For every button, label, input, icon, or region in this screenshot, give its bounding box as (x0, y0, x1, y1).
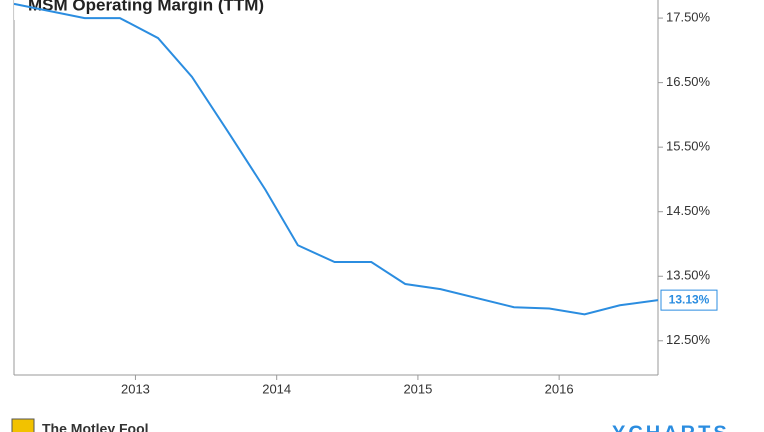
x-tick-label: 2013 (121, 381, 150, 396)
footer-right: YCHARTS (612, 422, 730, 432)
y-tick-label: 17.50% (666, 10, 711, 25)
logo-icon (11, 418, 35, 432)
y-tick-label: 16.50% (666, 74, 711, 89)
value-label-box (660, 289, 718, 311)
y-tick-label: 14.50% (666, 203, 711, 218)
y-tick-label: 15.50% (666, 139, 711, 154)
x-tick-label: 2014 (262, 381, 291, 396)
title-box (14, 0, 320, 20)
y-tick-label: 13.50% (666, 268, 711, 283)
y-tick-label: 12.50% (666, 332, 711, 347)
x-tick-label: 2015 (403, 381, 432, 396)
line (13, 2, 659, 316)
value-label: 13.13% (669, 292, 710, 306)
x-tick-label: 2016 (545, 381, 574, 396)
footer-left: The Motley Fool (42, 421, 149, 432)
chart-title: MSM Operating Margin (TTM) (28, 0, 264, 14)
